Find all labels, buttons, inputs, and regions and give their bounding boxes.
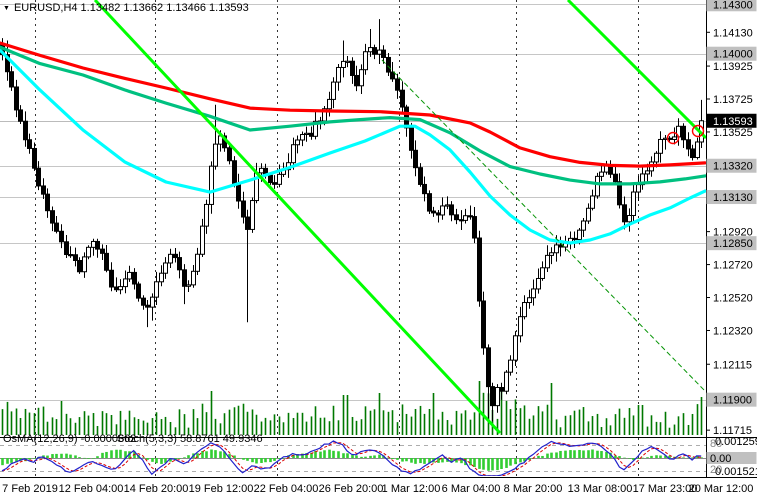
time-axis-label: 14 Feb 20:00 bbox=[124, 483, 189, 495]
price-axis[interactable]: 1.14130 1.13925 1.13725 1.13525 1.12920 1.127… bbox=[706, 0, 757, 437]
price-tick-label: 1.13725 bbox=[713, 94, 753, 106]
time-axis[interactable]: 7 Feb 2019 12 Feb 04:00 14 Feb 20:00 19 Feb… bbox=[2, 483, 753, 495]
time-axis-label: 22 Feb 04:00 bbox=[254, 483, 319, 495]
sell-signal-circle-icon bbox=[666, 131, 680, 145]
volume-histogram-layer bbox=[1, 381, 703, 435]
signal-markers-layer bbox=[666, 124, 705, 145]
time-axis-label: 12 Feb 04:00 bbox=[59, 483, 124, 495]
indicator-panel bbox=[0, 440, 706, 476]
price-tick-label: 1.12920 bbox=[713, 227, 753, 239]
osma-indicator-label: OsMA(12,26,9) -0.0000662 bbox=[3, 433, 137, 445]
current-price-label: 1.13593 bbox=[713, 116, 753, 128]
svg-text:20: 20 bbox=[710, 464, 722, 476]
price-tick-label: 1.12720 bbox=[713, 260, 753, 272]
symbol-ohlc-text: EURUSD,H4 1.13482 1.13662 1.13466 1.1359… bbox=[13, 2, 249, 14]
time-axis-label: 26 Feb 20:00 bbox=[319, 483, 384, 495]
trendline-1 bbox=[93, 0, 502, 435]
osma-scale-top: 0.0012594 bbox=[715, 436, 757, 448]
ma-green-line bbox=[0, 45, 706, 186]
osma-scale-bottom: 0.001521 bbox=[715, 466, 757, 478]
svg-text:80: 80 bbox=[710, 438, 722, 450]
price-tick-label: 1.11715 bbox=[713, 425, 752, 437]
price-tick-label: 1.13525 bbox=[713, 127, 753, 139]
level-price-label: 1.14300 bbox=[713, 0, 753, 11]
moving-averages-layer bbox=[0, 41, 706, 245]
time-axis-label: 20 Mar 12:00 bbox=[689, 483, 754, 495]
chevron-down-icon[interactable]: ▼ bbox=[3, 4, 10, 12]
time-axis-label: 19 Feb 12:00 bbox=[189, 483, 254, 495]
time-axis-label: 7 Feb 2019 bbox=[2, 483, 58, 495]
price-tick-label: 1.12520 bbox=[713, 293, 753, 305]
current-price-box bbox=[706, 113, 757, 128]
stoch-signal-line bbox=[1, 442, 702, 476]
price-tick-label: 1.12320 bbox=[713, 325, 753, 337]
price-tick-label: 1.12115 bbox=[713, 359, 752, 371]
ma-red-line bbox=[0, 41, 706, 168]
time-axis-label: 8 Mar 20:00 bbox=[504, 483, 563, 495]
candles-layer bbox=[0, 19, 704, 422]
price-tick-label: 1.13925 bbox=[713, 61, 753, 73]
trendlines-layer[interactable] bbox=[93, 0, 706, 435]
stoch-main-line bbox=[1, 440, 702, 476]
level-lines-layer bbox=[0, 4, 706, 401]
time-axis-label: 13 Mar 08:00 bbox=[568, 483, 633, 495]
trendline-2 bbox=[566, 0, 706, 140]
time-axis-label: 6 Mar 04:00 bbox=[442, 483, 501, 495]
level-price-label: 1.12850 bbox=[713, 238, 753, 250]
time-axis-label: 17 Mar 23:00 bbox=[633, 483, 698, 495]
stoch-indicator-label: Stoch(5,3,3) 58.8761 49.9346 bbox=[117, 433, 263, 445]
level-price-label: 1.13130 bbox=[713, 192, 753, 204]
osma-scale-mid: 0.00 bbox=[710, 453, 731, 465]
sell-signal-circle-icon bbox=[691, 124, 705, 138]
level-price-label: 1.11900 bbox=[713, 395, 752, 407]
time-axis-label: 1 Mar 12:00 bbox=[382, 483, 441, 495]
trendline-3 bbox=[381, 59, 706, 393]
level-price-label: 1.13320 bbox=[713, 161, 753, 173]
ma-cyan-line bbox=[0, 48, 706, 245]
symbol-ohlc-bar: ▼ EURUSD,H4 1.13482 1.13662 1.13466 1.13… bbox=[3, 2, 249, 14]
price-tick-label: 1.14130 bbox=[713, 27, 753, 39]
level-price-label: 1.14000 bbox=[713, 49, 753, 61]
